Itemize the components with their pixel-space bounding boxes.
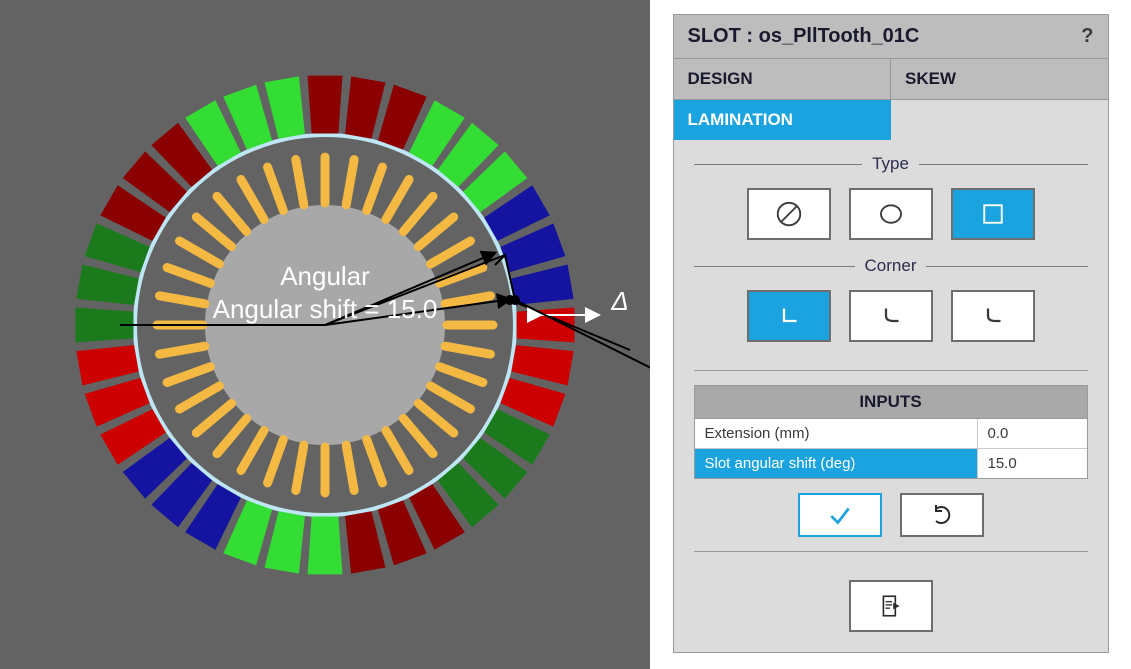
rotor-svg: Angular Angular shift = 15.0 Δ: [0, 0, 650, 669]
corner-button-row: [694, 290, 1088, 342]
action-button-row: [674, 493, 1108, 537]
divider-before-inputs: [694, 370, 1088, 371]
extension-label: Extension (mm): [695, 419, 977, 448]
type-button-row: [694, 188, 1088, 240]
corner-option-round-1[interactable]: [849, 290, 933, 342]
inputs-heading: INPUTS: [695, 386, 1087, 419]
square-icon: [978, 199, 1008, 229]
circle-icon: [876, 199, 906, 229]
inputs-table: INPUTS Extension (mm) 0.0 Slot angular s…: [694, 385, 1088, 479]
input-row-extension: Extension (mm) 0.0: [695, 419, 1087, 449]
corner-heading: Corner: [855, 256, 927, 276]
type-heading-divider: Type: [694, 154, 1088, 174]
angular-shift-label-field: Slot angular shift (deg): [695, 449, 977, 478]
corner-heading-divider: Corner: [694, 256, 1088, 276]
subtab-placeholder: [891, 100, 1108, 140]
app-root: Angular Angular shift = 15.0 Δ SLOT : os…: [0, 0, 1131, 669]
corner-round-icon-2: [978, 301, 1008, 331]
extension-value[interactable]: 0.0: [977, 419, 1087, 448]
subtab-lamination[interactable]: LAMINATION: [674, 100, 891, 140]
type-section: Type: [674, 140, 1108, 364]
slot-config-panel: SLOT : os_PllTooth_01C ? DESIGN SKEW LAM…: [673, 14, 1109, 653]
reset-button[interactable]: [900, 493, 984, 537]
tooth-segment-9: [517, 308, 575, 343]
export-button-row: [674, 566, 1108, 652]
lamination-diagram-panel: Angular Angular shift = 15.0 Δ: [0, 0, 650, 669]
tab-design[interactable]: DESIGN: [674, 59, 892, 99]
export-document-icon: [878, 593, 904, 619]
angular-shift-line2: Angular shift = 15.0: [213, 294, 438, 324]
help-icon[interactable]: ?: [1081, 25, 1093, 48]
type-option-none[interactable]: [747, 188, 831, 240]
panel-title-bar: SLOT : os_PllTooth_01C ?: [674, 15, 1108, 59]
confirm-button[interactable]: [798, 493, 882, 537]
tooth-segment-18: [308, 517, 343, 575]
slash-circle-icon: [774, 199, 804, 229]
angular-shift-line1: Angular: [280, 261, 370, 291]
corner-round-icon: [876, 301, 906, 331]
corner-sharp-icon: [774, 301, 804, 331]
divider-before-export: [694, 551, 1088, 552]
input-row-angular-shift: Slot angular shift (deg) 15.0: [695, 449, 1087, 478]
type-option-square[interactable]: [951, 188, 1035, 240]
panel-title: SLOT : os_PllTooth_01C: [688, 25, 920, 48]
export-button[interactable]: [849, 580, 933, 632]
main-tab-row: DESIGN SKEW: [674, 59, 1108, 100]
angular-shift-value[interactable]: 15.0: [977, 449, 1087, 478]
control-panel: SLOT : os_PllTooth_01C ? DESIGN SKEW LAM…: [650, 0, 1131, 669]
corner-option-sharp[interactable]: [747, 290, 831, 342]
type-option-circle[interactable]: [849, 188, 933, 240]
tab-skew[interactable]: SKEW: [891, 59, 1108, 99]
tooth-segment-0: [308, 76, 343, 134]
checkmark-icon: [827, 502, 853, 528]
corner-option-round-2[interactable]: [951, 290, 1035, 342]
sub-tab-row: LAMINATION: [674, 100, 1108, 140]
undo-icon: [930, 503, 954, 527]
type-heading: Type: [862, 154, 919, 174]
delta-label: Δ: [610, 286, 628, 316]
